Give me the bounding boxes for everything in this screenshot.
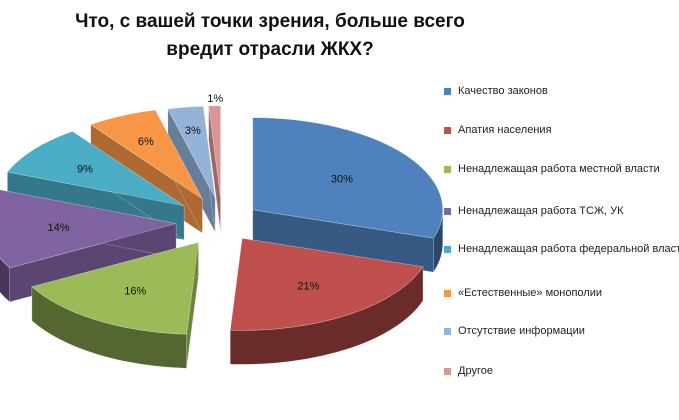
- legend-swatch: [444, 208, 451, 215]
- legend-label: Отсутствие информации: [458, 325, 585, 337]
- data-label-3: 16%: [124, 286, 146, 298]
- data-label-2: 21%: [297, 281, 319, 293]
- legend-item: Отсутствие информации: [444, 324, 679, 339]
- legend-item: Ненадлежащая работа федеральной власти: [444, 242, 679, 257]
- legend-swatch: [444, 166, 451, 173]
- data-label-8: 1%: [207, 93, 223, 105]
- pie-slice-group: [31, 242, 199, 369]
- legend-item: Другое: [444, 364, 679, 379]
- legend-label: Другое: [458, 365, 493, 377]
- legend-item: Апатия населения: [444, 123, 679, 138]
- legend-label: «Естественные» монополии: [458, 287, 602, 299]
- data-label-7: 3%: [185, 125, 201, 137]
- legend-item: Качество законов: [444, 84, 679, 99]
- pie-slice-group: [167, 105, 216, 233]
- data-label-6: 6%: [138, 136, 154, 148]
- pie-slice-side-wall: [252, 209, 434, 273]
- pie-slice-group: [252, 117, 444, 274]
- pie-slice-5: [6, 131, 185, 207]
- pie-slice-group: [229, 238, 424, 365]
- data-label-5: 9%: [77, 164, 93, 176]
- pie-slice-2: [229, 238, 424, 331]
- legend-item: «Естественные» монополии: [444, 286, 679, 301]
- legend-swatch: [444, 368, 451, 375]
- legend-label: Ненадлежащая работа местной власти: [458, 163, 660, 175]
- legend-swatch: [444, 290, 451, 297]
- legend-label: Ненадлежащая работа федеральной власти: [458, 243, 679, 255]
- pie-slice-outer-wall: [0, 257, 10, 303]
- data-label-1: 30%: [331, 173, 353, 185]
- legend-swatch: [444, 88, 451, 95]
- chart-title: Что, с вашей точки зрения, больше всего …: [75, 11, 465, 60]
- legend-item: Ненадлежащая работа местной власти: [444, 162, 679, 177]
- legend-swatch: [444, 328, 451, 335]
- pie-slice-3: [31, 242, 199, 335]
- pie-slice-8: [208, 105, 221, 198]
- pie-slice-1: [252, 117, 444, 239]
- legend-label: Апатия населения: [458, 124, 552, 136]
- legend-swatch: [444, 246, 451, 253]
- legend-label: Ненадлежащая работа ТСЖ, УК: [458, 205, 624, 217]
- legend-item: Ненадлежащая работа ТСЖ, УК: [444, 204, 679, 219]
- data-label-4: 14%: [48, 222, 70, 234]
- pie-slice-6: [90, 109, 203, 200]
- pie-slice-7: [167, 105, 216, 199]
- legend-label: Качество законов: [458, 85, 548, 97]
- pie-slice-group: [208, 105, 221, 232]
- pie-slice-4: [0, 189, 177, 269]
- legend-swatch: [444, 127, 451, 134]
